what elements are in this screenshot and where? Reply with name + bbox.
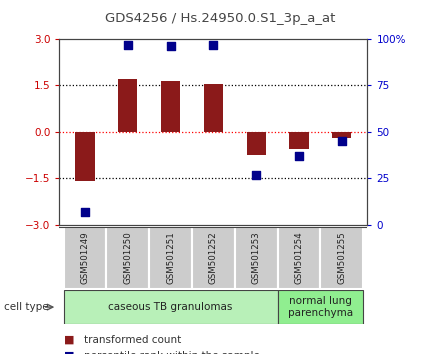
Point: [125, 42, 132, 47]
Text: GSM501250: GSM501250: [123, 231, 132, 284]
Bar: [106, 227, 149, 289]
Text: normal lung
parenchyma: normal lung parenchyma: [288, 296, 353, 318]
Bar: [149, 227, 192, 289]
Point: [167, 44, 174, 49]
Text: GSM501252: GSM501252: [209, 231, 218, 284]
Bar: [75, 132, 95, 181]
Text: GSM501251: GSM501251: [166, 231, 175, 284]
Bar: [332, 132, 352, 138]
Bar: [320, 227, 363, 289]
Text: GDS4256 / Hs.24950.0.S1_3p_a_at: GDS4256 / Hs.24950.0.S1_3p_a_at: [105, 12, 335, 25]
Bar: [290, 132, 308, 149]
Text: ■: ■: [64, 351, 74, 354]
Point: [253, 172, 260, 177]
Bar: [161, 81, 180, 132]
Bar: [235, 227, 278, 289]
Bar: [64, 290, 278, 324]
Text: caseous TB granulomas: caseous TB granulomas: [108, 302, 233, 312]
Text: GSM501249: GSM501249: [81, 231, 90, 284]
Text: cell type: cell type: [4, 302, 49, 312]
Bar: [246, 132, 266, 155]
Point: [338, 138, 345, 144]
Point: [295, 153, 302, 159]
Point: [210, 42, 217, 47]
Text: transformed count: transformed count: [84, 335, 181, 345]
Bar: [118, 79, 137, 132]
Text: ■: ■: [64, 335, 74, 345]
Text: GSM501253: GSM501253: [252, 231, 260, 284]
Text: GSM501255: GSM501255: [337, 231, 346, 284]
Bar: [278, 227, 320, 289]
Point: [81, 209, 88, 215]
Bar: [278, 290, 363, 324]
Bar: [204, 84, 223, 132]
Bar: [192, 227, 235, 289]
Bar: [64, 227, 106, 289]
Text: GSM501254: GSM501254: [294, 231, 304, 284]
Text: percentile rank within the sample: percentile rank within the sample: [84, 351, 260, 354]
